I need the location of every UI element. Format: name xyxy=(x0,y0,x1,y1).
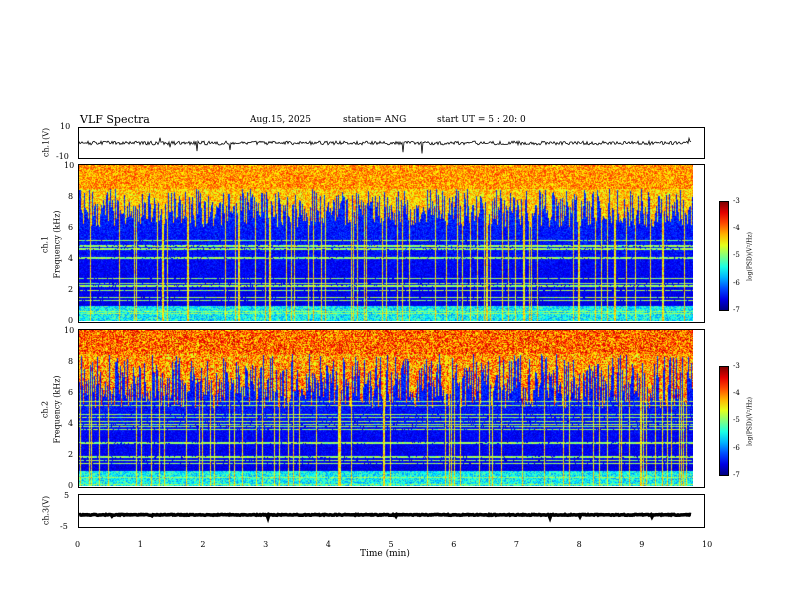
cbar1-tick-3: -3 xyxy=(733,197,740,205)
spec1-ylabel-freq: Frequency (kHz) xyxy=(52,210,62,279)
chart-title: VLF Spectra xyxy=(80,113,150,126)
ch1-waveform-svg xyxy=(79,136,692,154)
spec2-ytick-4: 4 xyxy=(68,419,74,428)
ch1-waveform-panel xyxy=(78,127,705,159)
spec2-ylabel-freq: Frequency (kHz) xyxy=(52,375,62,444)
cbar2-label: log(PSD)(V²/Hz) xyxy=(746,397,754,446)
x-tick-7: 7 xyxy=(513,540,519,549)
x-tick-1: 1 xyxy=(137,540,143,549)
cbar1-tick-7: -7 xyxy=(733,306,740,314)
spec1-ylabel-ch: ch.1 xyxy=(40,235,50,254)
x-tick-5: 5 xyxy=(388,540,394,549)
x-tick-10: 10 xyxy=(702,540,713,549)
spec2-ytick-2: 2 xyxy=(68,450,74,459)
spec1-ytick-6: 6 xyxy=(68,223,74,232)
cbar1-tick-5: -5 xyxy=(733,251,740,259)
cbar2-tick-4: -4 xyxy=(733,389,740,397)
ch2-spectrogram-panel xyxy=(78,329,705,488)
ch3-waveform-panel xyxy=(78,494,705,528)
ch3-waveform-svg xyxy=(79,512,692,524)
spec2-ytick-10: 10 xyxy=(64,326,75,335)
colorbar-1-gradient xyxy=(720,202,728,310)
spec1-ytick-4: 4 xyxy=(68,254,74,263)
spec1-ytick-10: 10 xyxy=(64,161,75,170)
date-label: Aug.15, 2025 xyxy=(250,115,311,125)
x-tick-0: 0 xyxy=(75,540,81,549)
colorbar-2 xyxy=(719,366,729,476)
ch1-ylabel: ch.1(V) xyxy=(41,127,51,158)
ch1-spectrogram-panel xyxy=(78,164,705,323)
spec1-ytick-8: 8 xyxy=(68,192,74,201)
x-axis-label: Time (min) xyxy=(360,549,410,559)
spec2-ytick-0: 0 xyxy=(68,481,74,490)
x-tick-8: 8 xyxy=(576,540,582,549)
ch3-ylabel: ch.3(V) xyxy=(41,495,51,526)
spec1-ytick-0: 0 xyxy=(68,316,74,325)
colorbar-1 xyxy=(719,201,729,311)
spec1-ytick-2: 2 xyxy=(68,285,74,294)
cbar2-tick-7: -7 xyxy=(733,471,740,479)
cbar2-tick-5: -5 xyxy=(733,416,740,424)
x-tick-2: 2 xyxy=(200,540,206,549)
station-label: station= ANG xyxy=(343,115,407,125)
spec2-ylabel-ch: ch.2 xyxy=(40,400,50,419)
cbar1-tick-6: -6 xyxy=(733,279,740,287)
ch1-ytick-top: 10 xyxy=(60,122,71,131)
cbar2-tick-6: -6 xyxy=(733,444,740,452)
wave1-trace xyxy=(79,136,692,154)
ch2-spectrogram-canvas xyxy=(79,330,693,486)
cbar1-tick-4: -4 xyxy=(733,224,740,232)
spec2-ytick-6: 6 xyxy=(68,388,74,397)
ch3-ytick-bottom: -5 xyxy=(60,522,68,531)
cbar1-label: log(PSD)(V²/Hz) xyxy=(746,232,754,281)
x-tick-3: 3 xyxy=(263,540,269,549)
start-time-label: start UT = 5 : 20: 0 xyxy=(437,115,526,125)
ch1-ytick-bottom: -10 xyxy=(56,152,69,161)
ch3-ytick-top: 5 xyxy=(64,491,70,500)
colorbar-2-gradient xyxy=(720,367,728,475)
x-tick-4: 4 xyxy=(325,540,331,549)
x-tick-9: 9 xyxy=(639,540,645,549)
spec2-ytick-8: 8 xyxy=(68,357,74,366)
x-tick-6: 6 xyxy=(451,540,457,549)
cbar2-tick-3: -3 xyxy=(733,362,740,370)
wave3-trace xyxy=(79,512,692,524)
ch1-spectrogram-canvas xyxy=(79,165,693,321)
